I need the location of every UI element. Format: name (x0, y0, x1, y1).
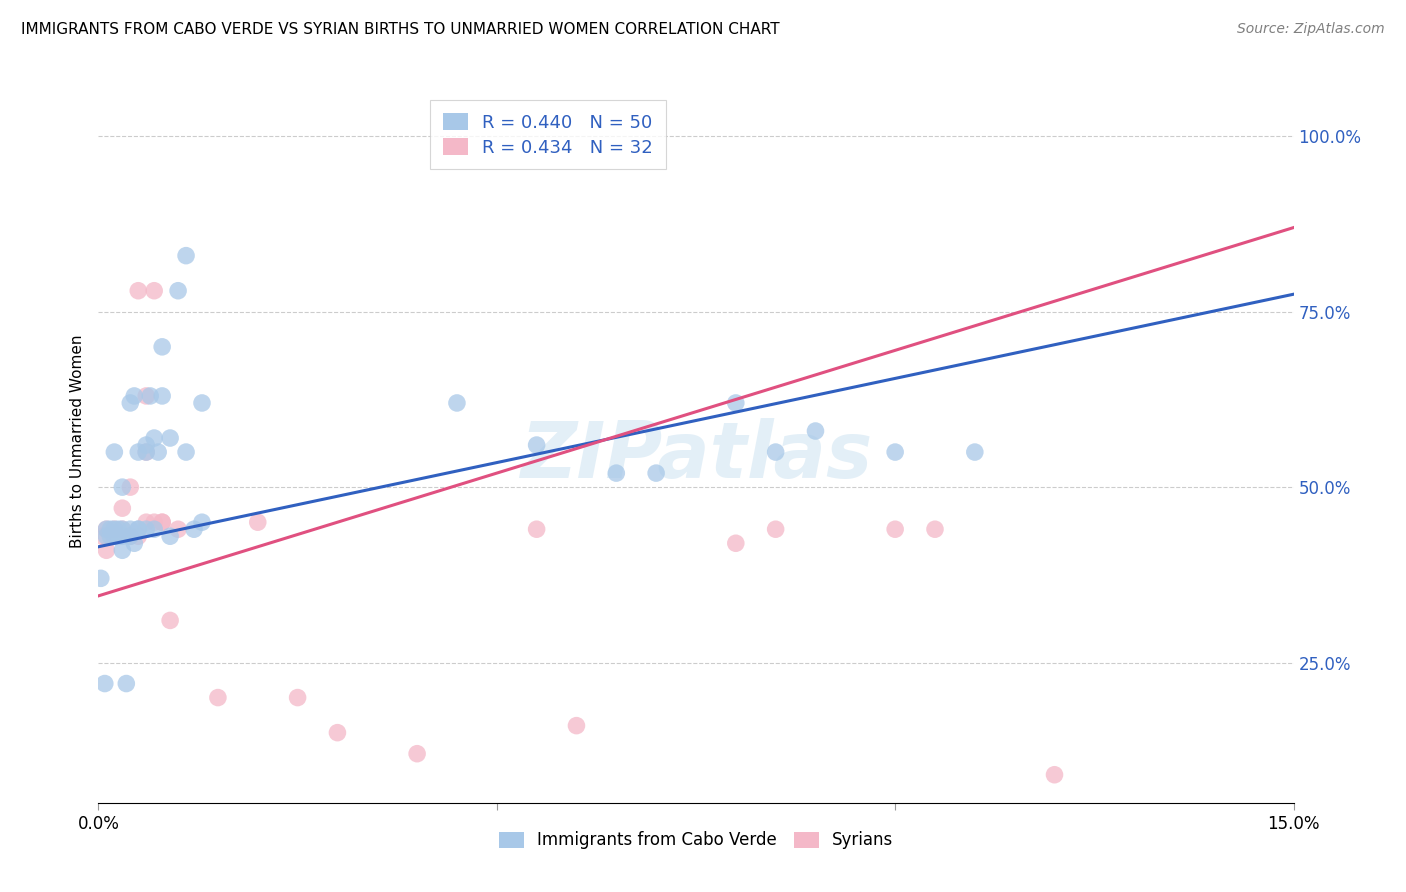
Point (103, 529, 125, 543)
Point (1043, 768, 1066, 782)
Point (526, 438, 548, 452)
Legend: Immigrants from Cabo Verde, Syrians: Immigrants from Cabo Verde, Syrians (489, 822, 903, 860)
Point (103, 445, 125, 459)
Point (159, 431, 181, 445)
Point (143, 431, 166, 445)
Point (127, 522, 149, 536)
Point (96, 529, 118, 543)
Point (115, 676, 138, 690)
Point (124, 536, 146, 550)
Point (120, 480, 142, 494)
Point (167, 522, 190, 536)
Point (765, 522, 787, 536)
Point (326, 725, 349, 739)
Point (150, 389, 173, 403)
Y-axis label: Births to Unmarried Women: Births to Unmarried Women (69, 334, 84, 549)
Point (963, 445, 986, 459)
Point (135, 445, 157, 459)
Point (127, 522, 149, 536)
Point (135, 438, 157, 452)
Point (765, 445, 787, 459)
Point (724, 536, 747, 550)
Point (111, 522, 134, 536)
Point (183, 522, 205, 536)
Text: Source: ZipAtlas.com: Source: ZipAtlas.com (1237, 22, 1385, 37)
Point (148, 445, 170, 459)
Text: IMMIGRANTS FROM CABO VERDE VS SYRIAN BIRTHS TO UNMARRIED WOMEN CORRELATION CHART: IMMIGRANTS FROM CABO VERDE VS SYRIAN BIR… (21, 22, 780, 37)
Point (107, 529, 129, 543)
Point (174, 249, 197, 263)
Point (167, 284, 190, 298)
Point (103, 522, 125, 536)
Point (103, 522, 125, 536)
Point (111, 543, 134, 558)
Point (645, 466, 668, 480)
Point (124, 389, 146, 403)
Point (191, 396, 214, 410)
Point (135, 445, 157, 459)
Point (111, 522, 134, 536)
Point (143, 522, 166, 536)
Text: ZIPatlas: ZIPatlas (520, 418, 872, 494)
Point (127, 284, 149, 298)
Point (207, 690, 229, 705)
Point (120, 396, 142, 410)
Point (150, 515, 173, 529)
Point (111, 480, 134, 494)
Point (191, 515, 214, 529)
Point (884, 445, 907, 459)
Point (90, 571, 112, 585)
Point (150, 515, 173, 529)
Point (135, 389, 157, 403)
Point (91, 529, 114, 543)
Point (884, 522, 907, 536)
Point (120, 529, 142, 543)
Point (107, 522, 129, 536)
Point (111, 529, 134, 543)
Point (120, 522, 142, 536)
Point (135, 515, 157, 529)
Point (159, 614, 181, 628)
Point (174, 445, 197, 459)
Point (111, 501, 134, 516)
Point (98, 529, 122, 543)
Point (526, 522, 548, 536)
Point (159, 529, 181, 543)
Point (150, 340, 173, 354)
Point (446, 396, 468, 410)
Point (98, 522, 122, 536)
Point (924, 522, 946, 536)
Point (406, 747, 429, 761)
Point (96, 522, 118, 536)
Point (605, 466, 627, 480)
Point (804, 424, 827, 438)
Point (120, 529, 142, 543)
Point (139, 389, 162, 403)
Point (135, 522, 157, 536)
Point (127, 529, 149, 543)
Point (724, 396, 747, 410)
Point (96, 522, 118, 536)
Point (287, 690, 309, 705)
Point (94, 676, 117, 690)
Point (246, 515, 269, 529)
Point (103, 529, 125, 543)
Point (143, 515, 166, 529)
Point (127, 445, 149, 459)
Point (565, 718, 588, 732)
Point (96, 543, 118, 558)
Point (143, 284, 166, 298)
